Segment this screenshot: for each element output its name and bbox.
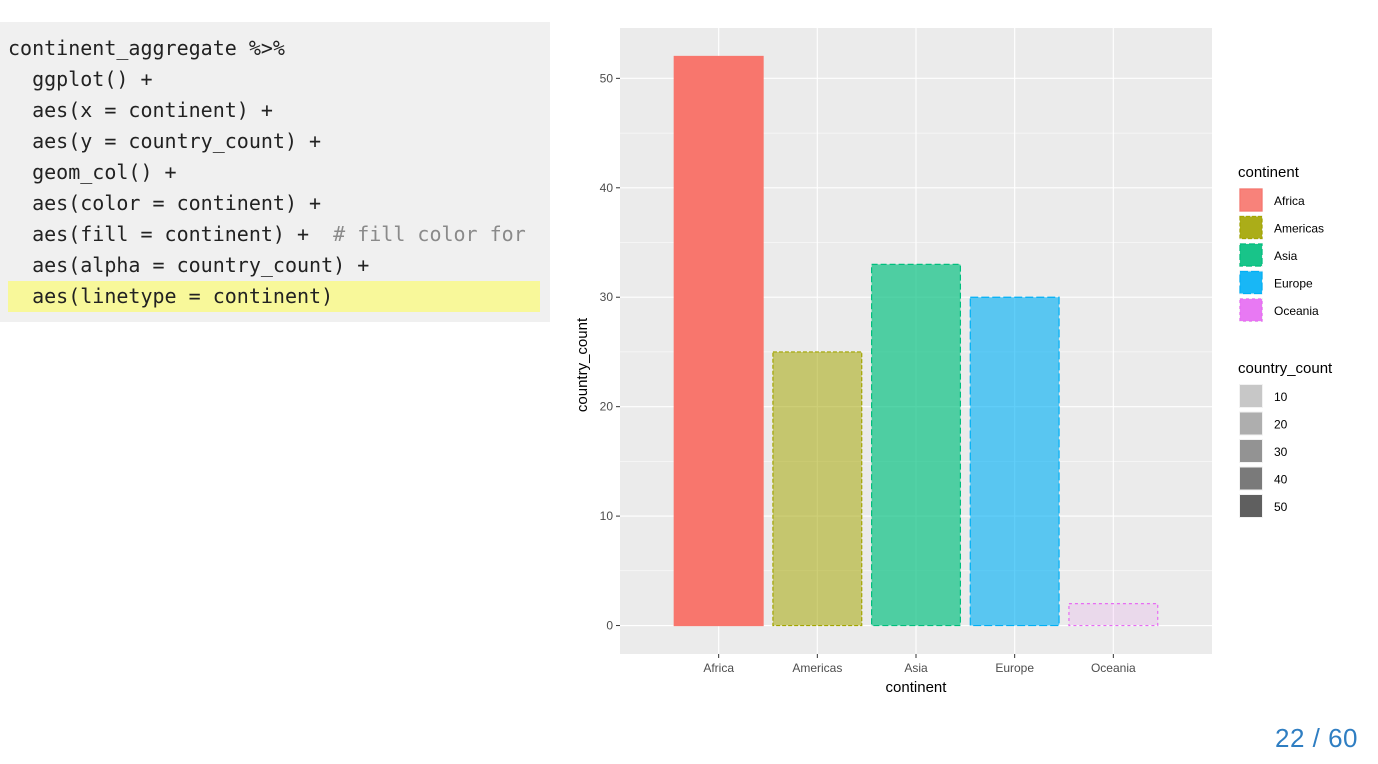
legend-key-bg bbox=[1239, 384, 1263, 408]
legend-label-alpha: 20 bbox=[1274, 418, 1288, 432]
bar-americas bbox=[772, 351, 863, 627]
code-text: continent_aggregate %>% bbox=[8, 36, 285, 60]
code-line: aes(alpha = country_count) + bbox=[8, 250, 369, 281]
legend-label-alpha: 30 bbox=[1274, 445, 1288, 459]
legend-swatch-oceania bbox=[1239, 298, 1263, 322]
x-axis: Africa Americas Asia Europe Oceania bbox=[703, 654, 1136, 675]
x-tick-label: Africa bbox=[703, 661, 734, 675]
x-tick-label: Asia bbox=[904, 661, 928, 675]
code-line: ggplot() + bbox=[8, 64, 153, 95]
y-tick-label: 10 bbox=[600, 509, 614, 523]
bar-europe bbox=[969, 296, 1060, 627]
code-line: geom_col() + bbox=[8, 157, 177, 188]
legend-swatch-asia bbox=[1239, 243, 1263, 267]
y-axis: 0 10 20 30 40 50 bbox=[600, 71, 620, 633]
code-text: aes(linetype = continent) bbox=[8, 284, 334, 308]
code-highlight bbox=[8, 281, 540, 312]
code-text: aes(y = country_count) + bbox=[8, 129, 322, 153]
code-line: aes(linetype = continent) bbox=[8, 281, 333, 312]
bar-africa bbox=[673, 55, 764, 627]
code-line: aes(y = country_count) + bbox=[8, 126, 321, 157]
bar-oceania bbox=[1068, 603, 1159, 627]
legend-swatch-alpha bbox=[1240, 495, 1262, 517]
code-text: aes(x = continent) + bbox=[8, 98, 273, 122]
y-tick-label: 30 bbox=[600, 290, 614, 304]
x-tick-label: Americas bbox=[792, 661, 842, 675]
code-panel: continent_aggregate %>% ggplot() + aes(x… bbox=[0, 22, 550, 322]
legend-swatch-americas bbox=[1239, 215, 1263, 240]
code-text: aes(color = continent) + bbox=[8, 191, 322, 215]
code-text: aes(fill = continent) + bbox=[8, 222, 334, 246]
legend-swatch-africa bbox=[1239, 188, 1263, 212]
code-line: aes(x = continent) + bbox=[8, 95, 273, 126]
legend-swatch-europe bbox=[1239, 270, 1263, 295]
y-tick-label: 0 bbox=[606, 619, 613, 633]
legend-label-africa: Africa bbox=[1274, 194, 1305, 208]
code-text: aes(alpha = country_count) + bbox=[8, 253, 370, 277]
code-text: geom_col() + bbox=[8, 160, 177, 184]
legend-swatch-alpha bbox=[1240, 412, 1262, 435]
bar-asia bbox=[871, 263, 962, 627]
x-tick-label: Oceania bbox=[1091, 661, 1136, 675]
y-tick-label: 50 bbox=[600, 71, 614, 85]
code-line: aes(color = continent) + bbox=[8, 188, 321, 219]
x-tick-label: Europe bbox=[995, 661, 1034, 675]
legend-title-country-count: country_count bbox=[1238, 360, 1333, 377]
legend: continent Africa Americas Asia Europe Oceania… bbox=[1238, 164, 1333, 518]
code-comment: # fill color for bbox=[333, 222, 526, 246]
x-axis-title: continent bbox=[886, 679, 948, 696]
code-line: aes(fill = continent) + # fill color for bbox=[8, 219, 526, 250]
legend-key-bg bbox=[1239, 411, 1263, 436]
y-tick-label: 20 bbox=[600, 400, 614, 414]
legend-label-alpha: 50 bbox=[1274, 500, 1288, 514]
code-text: ggplot() + bbox=[8, 67, 153, 91]
legend-label-alpha: 10 bbox=[1274, 390, 1288, 404]
legend-label-europe: Europe bbox=[1274, 277, 1313, 291]
legend-label-oceania: Oceania bbox=[1274, 304, 1319, 318]
legend-title-continent: continent bbox=[1238, 164, 1300, 181]
code-line: continent_aggregate %>% bbox=[8, 33, 285, 64]
bars bbox=[673, 55, 1159, 627]
legend-swatch-alpha bbox=[1240, 385, 1262, 407]
legend-swatch-alpha bbox=[1240, 440, 1262, 462]
slide-number: 22 / 60 bbox=[1274, 723, 1358, 753]
legend-label-americas: Americas bbox=[1274, 222, 1324, 236]
legend-swatch-alpha bbox=[1240, 467, 1262, 490]
y-axis-title: country_count bbox=[574, 317, 591, 412]
bar-chart: 0 10 20 30 40 50 Africa Americas Asia Europe Ocea… bbox=[574, 28, 1333, 696]
legend-label-asia: Asia bbox=[1274, 249, 1298, 263]
legend-label-alpha: 40 bbox=[1274, 473, 1288, 487]
y-tick-label: 40 bbox=[600, 181, 614, 195]
